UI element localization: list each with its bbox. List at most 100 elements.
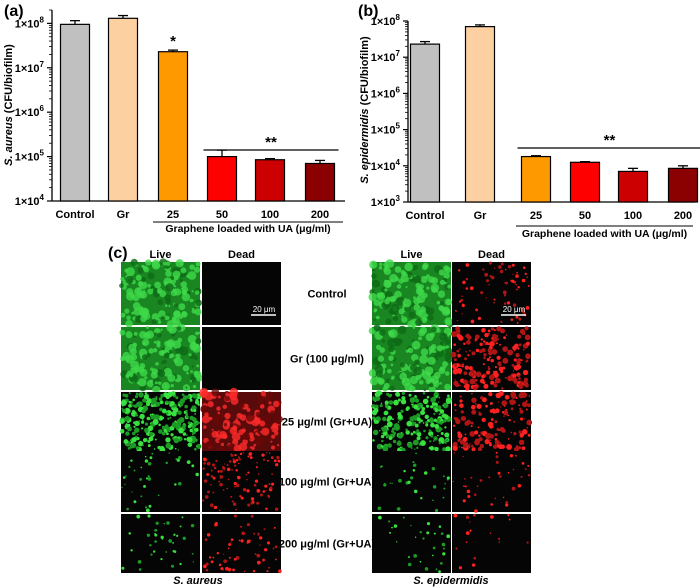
tile-cell bbox=[475, 334, 480, 340]
tile-cell bbox=[144, 422, 149, 426]
tile-cell bbox=[439, 427, 443, 431]
tile-cell bbox=[414, 536, 417, 538]
tile-cell bbox=[194, 308, 202, 316]
tile-cell bbox=[193, 408, 197, 413]
tile-cell bbox=[192, 433, 194, 435]
tile-cell bbox=[133, 469, 136, 472]
tile-cell bbox=[427, 418, 430, 422]
tile-cell bbox=[509, 400, 512, 403]
tile-cell bbox=[400, 431, 403, 434]
tile-cell bbox=[435, 395, 439, 398]
tile-cell bbox=[194, 447, 197, 451]
tile-cell bbox=[257, 433, 260, 437]
tile-cell bbox=[272, 547, 275, 550]
tile-cell bbox=[164, 315, 170, 321]
tile-cell bbox=[124, 416, 130, 422]
tile-cell bbox=[125, 319, 133, 328]
tile-cell bbox=[224, 436, 227, 439]
tile-cell bbox=[438, 441, 442, 445]
tile-cell bbox=[182, 536, 186, 540]
tile-cell bbox=[165, 283, 174, 292]
tile-cell bbox=[182, 395, 188, 401]
tile-cell bbox=[172, 436, 174, 438]
tile-cell bbox=[207, 400, 214, 408]
tile-cell bbox=[416, 446, 419, 450]
tile-cell bbox=[139, 477, 143, 481]
tile-cell bbox=[191, 417, 197, 423]
tile-cell bbox=[165, 394, 170, 400]
tile-cell bbox=[465, 333, 470, 339]
tile-cell bbox=[248, 435, 255, 442]
tile-cell bbox=[480, 291, 484, 295]
tile-cell bbox=[132, 404, 135, 407]
tile-cell bbox=[407, 480, 411, 484]
tile-cell bbox=[512, 303, 517, 307]
tile-cell bbox=[419, 402, 423, 406]
tile-cell bbox=[156, 343, 161, 348]
tile-cell bbox=[426, 286, 430, 290]
tile-cell bbox=[418, 421, 421, 424]
tile-cell bbox=[259, 544, 261, 546]
tile-cell bbox=[426, 522, 431, 526]
tile-cell bbox=[226, 467, 231, 472]
tile-cell bbox=[265, 416, 271, 422]
tile-cell bbox=[474, 378, 478, 382]
tile-cell bbox=[439, 301, 445, 306]
tile-cell bbox=[462, 280, 466, 285]
micrograph-aureus-dead bbox=[202, 451, 281, 512]
tile-cell bbox=[463, 478, 466, 480]
tile-cell bbox=[461, 380, 464, 383]
tile-cell bbox=[173, 286, 176, 289]
tile-cell bbox=[264, 484, 268, 488]
tile-cell bbox=[170, 433, 174, 437]
tile-cell bbox=[484, 343, 487, 346]
tile-cell bbox=[493, 329, 496, 332]
tile-cell bbox=[408, 393, 412, 397]
tile-cell bbox=[166, 324, 174, 332]
tile-cell bbox=[189, 374, 195, 380]
tile-cell bbox=[172, 316, 180, 325]
tile-cell bbox=[413, 489, 418, 494]
tile-cell bbox=[452, 368, 459, 375]
tile-cell bbox=[138, 392, 144, 398]
tile-cell bbox=[125, 475, 127, 477]
tile-cell bbox=[462, 499, 466, 503]
tile-cell bbox=[384, 400, 389, 405]
tile-cell bbox=[139, 368, 148, 377]
tile-cell bbox=[189, 398, 193, 402]
tile-cell bbox=[265, 507, 268, 510]
x-tick-label: 25 bbox=[167, 209, 179, 221]
tile-cell bbox=[404, 262, 413, 272]
tile-cell bbox=[475, 309, 477, 312]
tile-cell bbox=[145, 259, 152, 266]
tile-cell bbox=[252, 569, 256, 573]
tile-cell bbox=[515, 284, 517, 286]
tile-cell bbox=[381, 339, 386, 344]
tile-cell bbox=[479, 479, 483, 482]
tile-cell bbox=[132, 409, 135, 413]
tile-cell bbox=[232, 425, 238, 431]
tile-cell bbox=[144, 459, 149, 463]
tile-cell bbox=[518, 404, 521, 407]
tile-cell bbox=[470, 421, 474, 425]
tile-cell bbox=[232, 568, 235, 572]
tile-cell bbox=[466, 489, 471, 494]
row-label: 25 μg/ml (Gr+UA) bbox=[282, 417, 373, 429]
tile-cell bbox=[136, 381, 140, 385]
tile-cell bbox=[525, 341, 530, 346]
tile-cell bbox=[141, 307, 150, 317]
tile-cell bbox=[464, 433, 467, 436]
tile-cell bbox=[505, 377, 507, 379]
tile-cell bbox=[395, 391, 400, 397]
tile-cell bbox=[270, 440, 273, 443]
tile-cell bbox=[527, 284, 530, 287]
tile-cell bbox=[399, 372, 407, 381]
tile-cell bbox=[173, 550, 177, 553]
tile-cell bbox=[164, 294, 171, 302]
tile-cell bbox=[525, 353, 531, 360]
tile-cell bbox=[185, 409, 188, 413]
tile-cell bbox=[372, 439, 375, 442]
y-tick-label: 1×107 bbox=[15, 60, 45, 75]
tile-cell bbox=[222, 404, 227, 410]
